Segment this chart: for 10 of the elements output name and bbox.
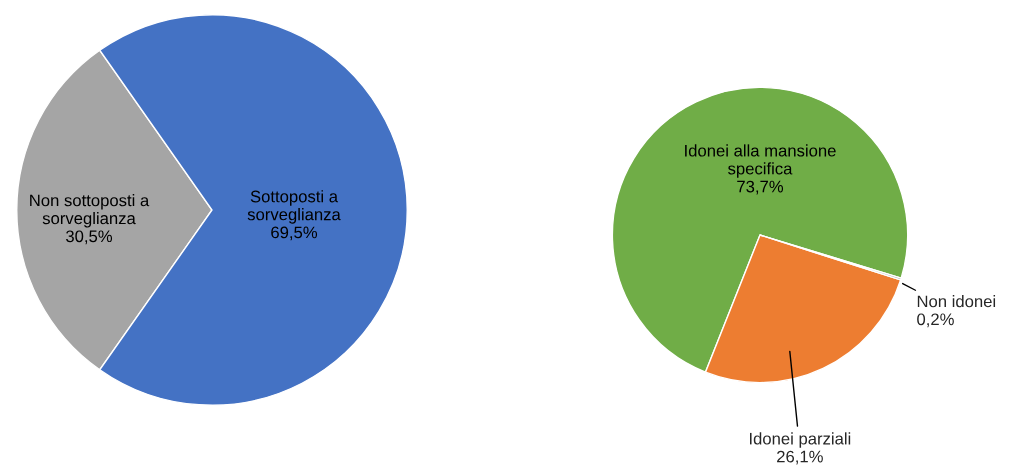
data-label: 26,1%: [777, 450, 823, 465]
slice-label: Non sottoposti a sorveglianza: [30, 194, 150, 228]
data-label: 69,5%: [271, 226, 318, 241]
data-label: 73,7%: [737, 180, 784, 195]
data-label: 30,5%: [66, 230, 113, 245]
slice-label: Idonei parziali: [749, 432, 851, 448]
data-label: 0,2%: [917, 313, 954, 328]
slice-label: Non idonei: [917, 295, 996, 308]
slice-label: Sottoposti a sorveglianza: [247, 190, 341, 224]
slice-label: Idonei alla mansione specifica: [685, 144, 836, 178]
